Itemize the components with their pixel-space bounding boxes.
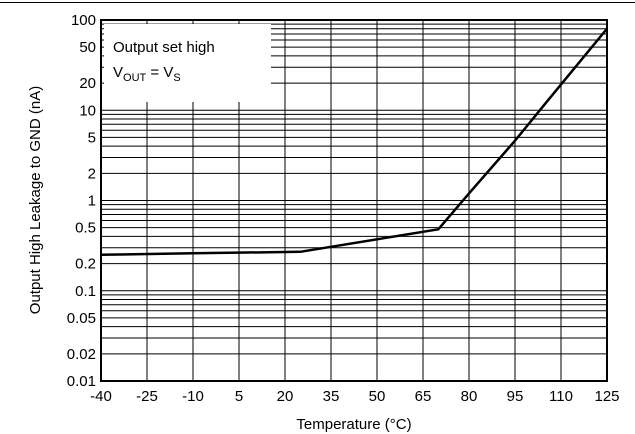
x-tick-label: 20 [277,388,294,405]
annotation-box [104,24,271,102]
y-tick-label: 1 [88,193,96,210]
x-tick-label: 80 [461,388,478,405]
y-tick-label: 2 [88,165,96,182]
annotation-v: V [113,64,123,81]
y-tick-label: 100 [71,12,96,29]
plot-frame [100,19,608,382]
y-tick-label: 0.1 [75,283,96,300]
y-tick-label: 20 [79,75,96,92]
x-tick-label: -40 [90,388,112,405]
y-tick-label: 5 [88,129,96,146]
annotation-line2: VOUT = VS [113,64,181,84]
x-tick-label: 35 [323,388,340,405]
x-tick-label: -10 [182,388,204,405]
series-line-0 [100,27,608,257]
annotation-equals: = V [146,64,173,81]
y-tick-label: 10 [79,102,96,119]
tick-labels: -40 -25 -10 5 20 35 50 65 80 95 110 1250.010.020.05… [67,12,620,405]
top-rule [0,2,635,3]
series-layer [100,27,608,257]
annotation-line1: Output set high [113,39,215,56]
x-tick-label: 110 [549,388,573,405]
y-tick-label: 0.01 [67,373,96,390]
y-axis-title: Output High Leakage to GND (nA) [27,86,44,314]
y-tick-label: 50 [79,39,96,56]
annotation-sub-out: OUT [123,72,147,84]
x-tick-label: 95 [507,388,524,405]
x-tick-label: 50 [369,388,386,405]
y-tick-label: 0.5 [75,220,96,237]
y-tick-label: 0.02 [67,346,96,363]
y-tick-label: 0.05 [67,310,96,327]
annotation-sub-s: S [173,72,180,84]
x-axis-title: Temperature (°C) [296,416,411,433]
x-tick-label: 5 [235,388,243,405]
x-tick-label: 125 [594,388,619,405]
x-tick-label: -25 [136,388,158,405]
x-tick-label: 65 [415,388,432,405]
y-tick-label: 0.2 [75,256,96,273]
grid-lines [101,20,607,381]
